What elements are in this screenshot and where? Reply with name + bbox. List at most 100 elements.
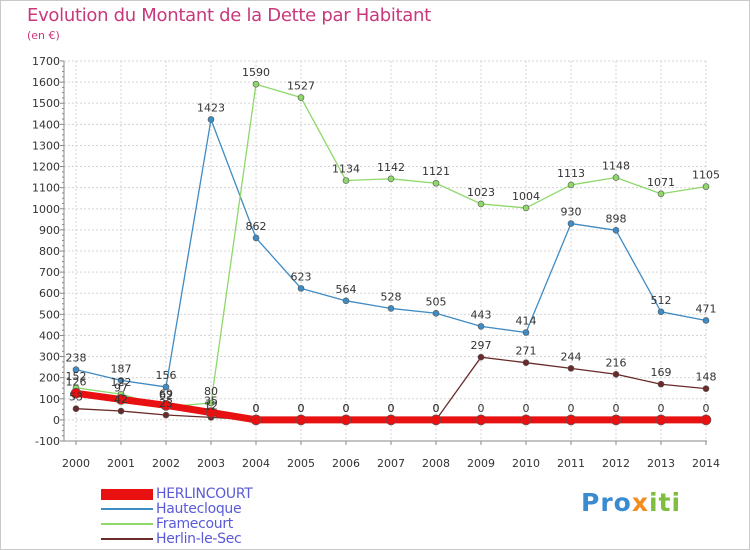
series-point: [252, 234, 260, 242]
proxiti-logo: Proxiti: [581, 488, 681, 517]
series-point: [522, 359, 530, 366]
data-label: 1590: [242, 66, 270, 79]
legend-label: Framecourt: [156, 516, 234, 532]
series-point: [252, 80, 260, 88]
data-label: 0: [658, 402, 665, 415]
legend-label: HERLINCOURT: [156, 486, 253, 502]
series-point: [612, 370, 620, 378]
data-label: 0: [388, 402, 395, 415]
x-tick-label: 2011: [557, 457, 585, 470]
data-label: 156: [156, 369, 177, 382]
data-label: 126: [66, 375, 87, 388]
series-point: [432, 179, 440, 187]
series-point: [522, 329, 530, 336]
legend-swatch: [101, 489, 153, 500]
series-point: [207, 116, 215, 123]
y-tick-label: 1300: [32, 139, 60, 152]
series-point: [430, 414, 442, 426]
data-label: 0: [433, 402, 440, 415]
y-tick-label: 400: [39, 329, 60, 342]
x-tick-label: 2012: [602, 457, 630, 470]
data-label: 0: [523, 402, 530, 415]
series-point: [342, 177, 350, 184]
data-label: 0: [568, 402, 575, 415]
series-point: [117, 407, 125, 415]
x-tick-label: 2002: [152, 457, 180, 470]
series-point: [477, 200, 485, 208]
series-point: [297, 285, 305, 292]
series-point: [657, 380, 665, 388]
legend-item: HERLINCOURT: [101, 487, 321, 502]
series-point: [522, 204, 530, 212]
series-point: [432, 309, 440, 317]
data-label: 23: [159, 397, 173, 410]
legend-swatch: [101, 508, 153, 510]
data-label: 244: [561, 350, 582, 363]
legend-swatch: [101, 538, 153, 540]
y-tick-label: 1400: [32, 118, 60, 131]
data-label: 1142: [377, 161, 405, 174]
data-label: 148: [696, 371, 717, 384]
series-point: [387, 175, 395, 183]
data-label: 528: [381, 290, 402, 303]
series-point: [160, 400, 172, 411]
data-label: 62: [159, 389, 173, 402]
y-tick-label: 1000: [32, 203, 60, 216]
y-tick-label: 700: [39, 266, 60, 279]
x-tick-label: 2010: [512, 457, 540, 470]
data-label: 623: [291, 270, 312, 283]
logo-part-3: iti: [648, 488, 682, 517]
data-label: 271: [516, 345, 537, 358]
data-label: 297: [471, 339, 492, 352]
chart-legend: HERLINCOURT Hautecloque Framecourt Herlin-l…: [101, 487, 321, 547]
series-point: [567, 365, 575, 372]
y-tick-label: 1100: [32, 182, 60, 195]
data-label: 53: [69, 391, 83, 404]
series-point: [477, 323, 485, 330]
data-label: 0: [298, 402, 305, 415]
x-tick-label: 2006: [332, 457, 360, 470]
logo-part-2: x: [631, 488, 649, 517]
legend-item: Hautecloque: [101, 502, 321, 517]
chart-title: Evolution du Montant de la Dette par Hab…: [27, 5, 431, 26]
data-label: 0: [703, 402, 710, 415]
series-point: [162, 411, 170, 419]
series-point: [72, 405, 80, 413]
series-point: [340, 414, 352, 426]
series-point: [565, 414, 577, 426]
data-label: 0: [433, 402, 440, 415]
data-label: 930: [561, 206, 582, 219]
y-tick-label: 1600: [32, 76, 60, 89]
series-point: [342, 297, 350, 305]
data-label: 216: [606, 356, 627, 369]
data-label: 898: [606, 212, 627, 225]
y-tick-label: 500: [39, 308, 60, 321]
series-point: [655, 414, 667, 426]
x-tick-label: 2007: [377, 457, 405, 470]
data-label: 1121: [422, 165, 450, 178]
data-label: 97: [114, 381, 128, 394]
series-point: [70, 387, 82, 399]
x-tick-label: 2014: [692, 457, 720, 470]
legend-label: Hautecloque: [156, 501, 242, 517]
series-point: [610, 414, 622, 426]
series-point: [162, 383, 170, 391]
series-point: [387, 305, 395, 312]
y-tick-label: 200: [39, 372, 60, 385]
series-point: [115, 394, 127, 405]
legend-label: Herlin-le-Sec: [156, 531, 242, 547]
y-tick-label: -100: [35, 435, 60, 448]
legend-swatch: [101, 523, 153, 525]
series-point: [520, 414, 532, 426]
y-tick-label: 600: [39, 287, 60, 300]
data-label: 1004: [512, 190, 540, 203]
series-point: [702, 385, 710, 392]
data-label: 1527: [287, 80, 315, 93]
y-tick-label: 300: [39, 351, 60, 364]
series-point: [567, 181, 575, 189]
data-label: 0: [343, 402, 350, 415]
data-label: 1071: [647, 176, 675, 189]
data-label: 122: [111, 376, 132, 389]
